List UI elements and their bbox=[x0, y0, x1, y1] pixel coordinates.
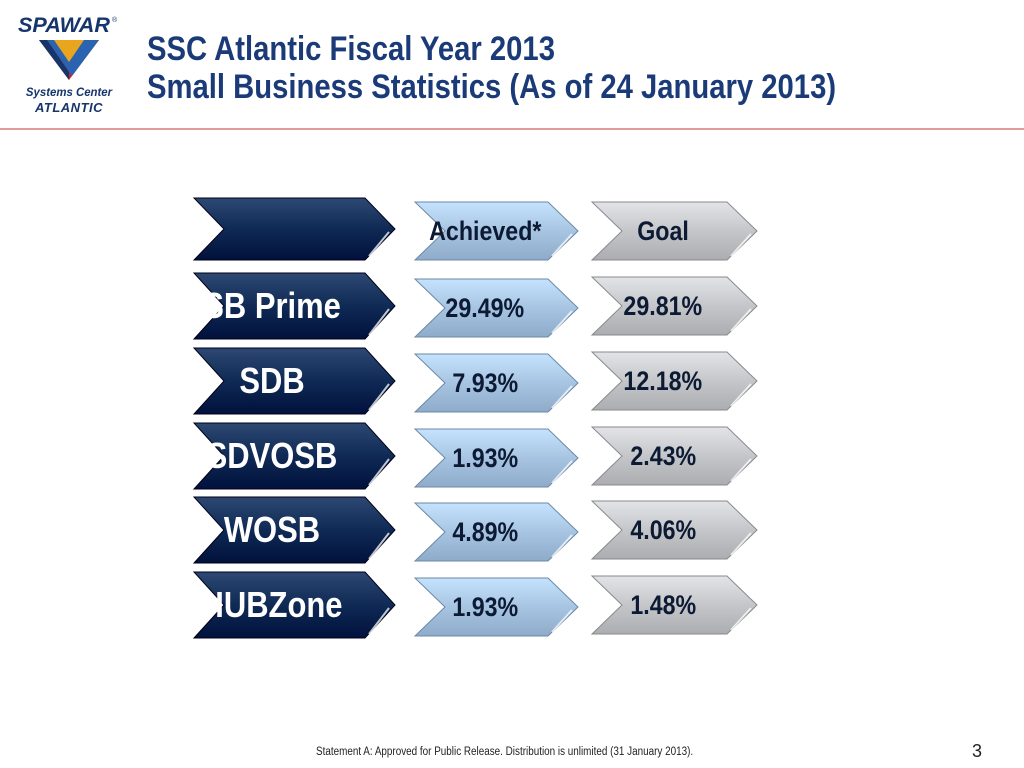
header-goal-text: Goal bbox=[637, 215, 689, 246]
header-achieved-text: Achieved* bbox=[428, 215, 542, 246]
goal-sdb-text: 12.18% bbox=[623, 365, 703, 396]
goal-hubzone-text: 1.48% bbox=[630, 589, 696, 620]
header-achieved: Achieved* bbox=[388, 201, 579, 261]
achieved-sdb: 7.93% bbox=[388, 353, 579, 413]
goal-sdb-shape bbox=[590, 351, 758, 411]
spawar-logo: SPAWAR ® Systems Center ATLANTIC bbox=[14, 12, 124, 118]
svg-text:SPAWAR: SPAWAR bbox=[18, 14, 111, 37]
row-label-wosb: WOSB bbox=[167, 496, 396, 564]
goal-wosb: 4.06% bbox=[565, 500, 758, 560]
goal-sb-prime: 29.81% bbox=[565, 276, 758, 336]
goal-sdvosb-text: 2.43% bbox=[630, 440, 696, 471]
header-goal-shape bbox=[590, 201, 758, 261]
achieved-sb-prime: 29.49% bbox=[388, 278, 579, 338]
achieved-hubzone: 1.93% bbox=[388, 577, 579, 637]
achieved-sdvosb-shape bbox=[413, 428, 579, 488]
row-label-sdb-shape bbox=[192, 347, 396, 415]
achieved-sb-prime-text: 29.49% bbox=[445, 292, 525, 323]
goal-sdvosb-shape bbox=[590, 426, 758, 486]
goal-wosb-shape bbox=[590, 500, 758, 560]
page-number: 3 bbox=[972, 741, 983, 761]
achieved-wosb: 4.89% bbox=[388, 502, 579, 562]
goal-sdvosb: 2.43% bbox=[565, 426, 758, 486]
header-blank-chevron-shape bbox=[192, 197, 396, 261]
achieved-sdb-shape bbox=[413, 353, 579, 413]
logo-line-2: ATLANTIC bbox=[34, 100, 104, 115]
row-label-hubzone-text: HUBZone bbox=[201, 584, 343, 625]
achieved-sdvosb-text: 1.93% bbox=[452, 442, 518, 473]
goal-sb-prime-text: 29.81% bbox=[623, 290, 703, 321]
title-line-1: SSC Atlantic Fiscal Year 2013 bbox=[147, 30, 555, 68]
achieved-hubzone-shape bbox=[413, 577, 579, 637]
achieved-sdb-text: 7.93% bbox=[452, 367, 518, 398]
goal-sb-prime-shape bbox=[590, 276, 758, 336]
row-label-sb-prime-text: SB Prime bbox=[203, 285, 341, 326]
goal-sdb: 12.18% bbox=[565, 351, 758, 411]
row-label-wosb-text: WOSB bbox=[223, 509, 321, 550]
achieved-wosb-shape bbox=[413, 502, 579, 562]
row-label-sdvosb: SDVOSB bbox=[167, 422, 396, 490]
row-label-hubzone: HUBZone bbox=[167, 571, 396, 639]
title-divider bbox=[0, 128, 1024, 130]
page-title: SSC Atlantic Fiscal Year 2013 Small Busi… bbox=[147, 30, 836, 106]
row-label-sdvosb-text: SDVOSB bbox=[206, 435, 338, 476]
goal-wosb-text: 4.06% bbox=[630, 514, 696, 545]
goal-hubzone: 1.48% bbox=[565, 575, 758, 635]
achieved-wosb-text: 4.89% bbox=[452, 516, 518, 547]
row-label-sb-prime: SB Prime bbox=[167, 272, 396, 340]
row-label-sb-prime-shape bbox=[192, 272, 396, 340]
row-label-hubzone-shape bbox=[192, 571, 396, 639]
achieved-sdvosb: 1.93% bbox=[388, 428, 579, 488]
header-blank-chevron bbox=[167, 197, 396, 261]
title-line-2: Small Business Statistics (As of 24 Janu… bbox=[147, 68, 837, 106]
svg-text:®: ® bbox=[112, 16, 118, 24]
row-label-sdb-text: SDB bbox=[239, 360, 305, 401]
spawar-emblem: SPAWAR ® bbox=[18, 14, 118, 80]
achieved-hubzone-text: 1.93% bbox=[452, 591, 518, 622]
row-label-sdb: SDB bbox=[167, 347, 396, 415]
row-label-wosb-shape bbox=[192, 496, 396, 564]
goal-hubzone-shape bbox=[590, 575, 758, 635]
distribution-statement: Statement A: Approved for Public Release… bbox=[316, 746, 694, 758]
header-goal: Goal bbox=[565, 201, 758, 261]
logo-line-1: Systems Center bbox=[25, 85, 113, 99]
header-achieved-shape bbox=[413, 201, 579, 261]
achieved-sb-prime-shape bbox=[413, 278, 579, 338]
row-label-sdvosb-shape bbox=[192, 422, 396, 490]
